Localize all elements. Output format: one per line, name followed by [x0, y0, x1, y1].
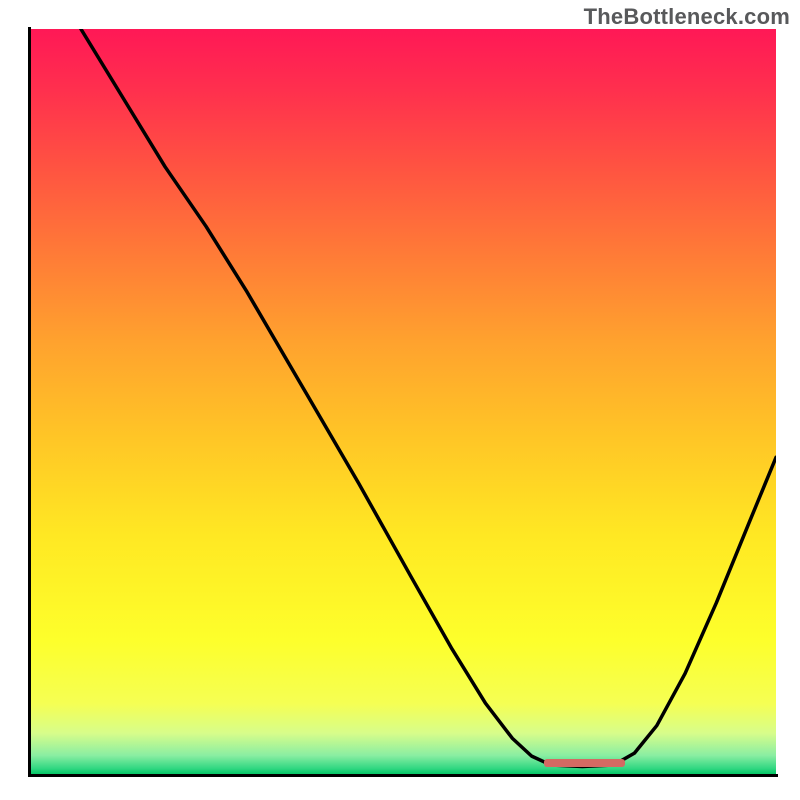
watermark-text: TheBottleneck.com	[584, 4, 790, 30]
chart-plot-area	[31, 29, 776, 774]
x-axis-line	[28, 774, 778, 777]
y-axis-line	[28, 27, 31, 777]
chart-background	[31, 29, 776, 774]
minimum-marker	[544, 759, 626, 767]
chart-svg	[31, 29, 776, 774]
